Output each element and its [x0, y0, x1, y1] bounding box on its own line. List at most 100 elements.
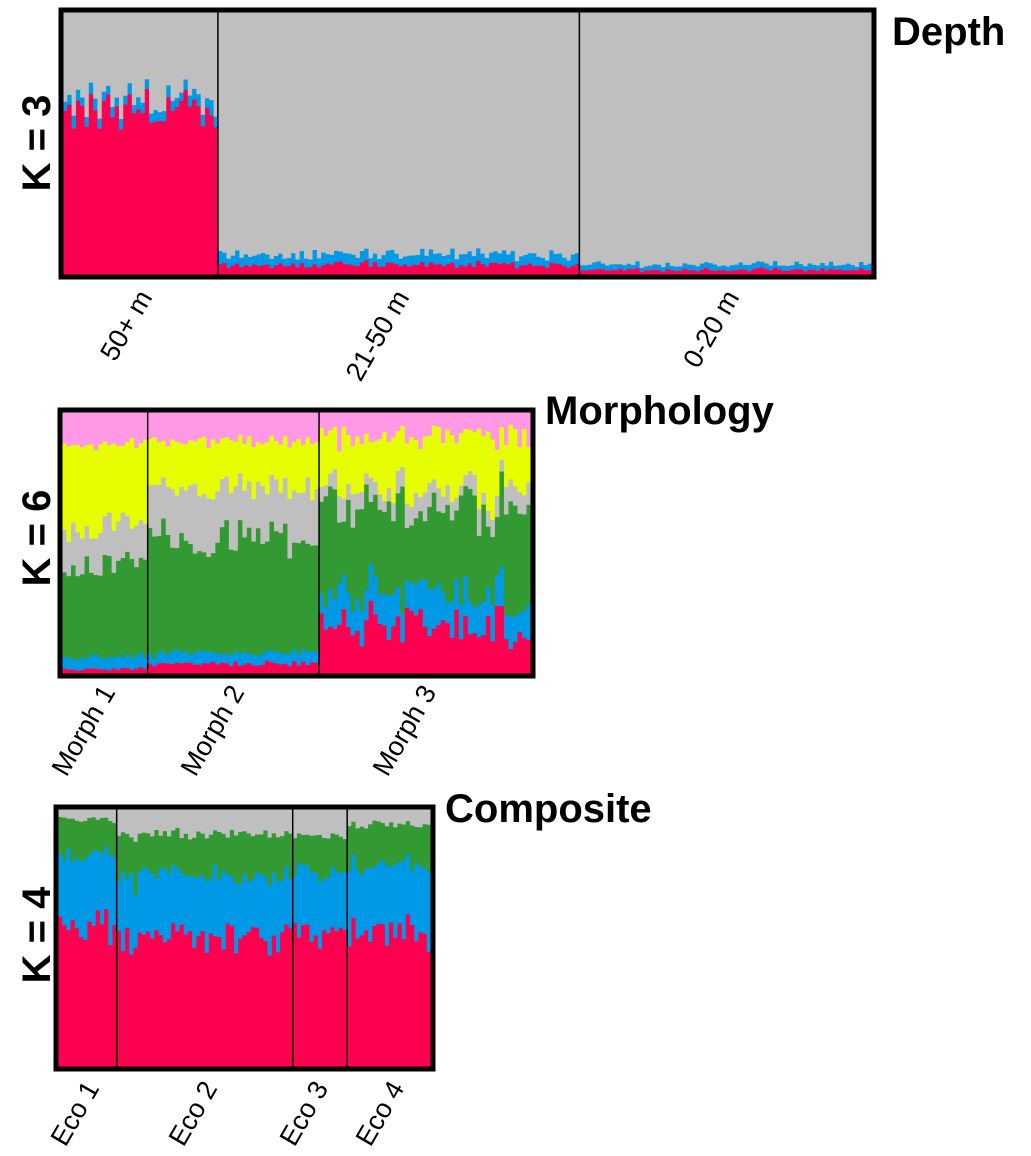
depth-bar-segment-grey [497, 12, 503, 254]
composite-bar-segment-green [384, 825, 390, 866]
composite-bar-segment-grey [296, 809, 302, 834]
depth-bar-segment-red [785, 270, 791, 276]
depth-bar-segment-red [153, 121, 159, 276]
morphology-bar-segment-red [413, 615, 419, 675]
morphology-bar-segment-green [152, 536, 158, 659]
depth-bar-segment-grey [359, 12, 365, 252]
composite-bar-segment-red [99, 923, 105, 1068]
morphology-bar-segment-blue [134, 654, 140, 669]
morphology-bar-segment-yellow [341, 426, 347, 499]
composite-bar-segment-green [200, 833, 206, 876]
depth-bar-segment-blue [265, 254, 271, 265]
morphology-bar-segment-red [472, 632, 478, 675]
morphology-bar-segment-blue [98, 657, 104, 670]
depth-bar-segment-blue [342, 252, 348, 265]
morphology-bar-segment-grey [377, 493, 383, 510]
morphology-bar-segment-grey [183, 490, 189, 541]
composite-bar-segment-green [95, 819, 101, 851]
depth-bar-segment-red [850, 269, 856, 276]
composite-bar-segment-red [280, 931, 285, 1068]
morphology-bar-segment-red [341, 608, 347, 675]
composite-bar-segment-grey [313, 809, 319, 836]
composite-bar-segment-blue [401, 860, 407, 940]
morphology-bar-segment-red [71, 669, 77, 675]
morphology-bar-segment-red [174, 662, 180, 675]
morphology-bar-segment-red [278, 663, 284, 675]
composite-bar-segment-grey [234, 809, 239, 836]
depth-bar-segment-blue [140, 102, 146, 114]
morphology-bar-segment-blue [395, 586, 401, 617]
composite-bar-segment-blue [137, 871, 143, 933]
depth-bar-segment-grey [334, 12, 339, 251]
composite-bar-segment-red [146, 931, 151, 1068]
composite-bar-segment-green [309, 835, 315, 873]
composite-bar-segment-grey [359, 809, 365, 827]
depth-bar-segment-grey [372, 12, 378, 254]
composite-bar-segment-green [141, 832, 147, 867]
composite-bar-segment-green [296, 833, 302, 864]
depth-bar-segment-grey [648, 12, 654, 266]
morphology-bar-segment-pink [494, 412, 501, 450]
morphology-bar-segment-pink [116, 412, 122, 447]
morphology-bar-segment-green [476, 535, 482, 605]
morphology-bar-segment-red [499, 605, 505, 675]
depth-bar-segment-blue [717, 266, 722, 271]
depth-bar-segment-blue [764, 262, 770, 270]
morphology-bar-segment-yellow [472, 431, 478, 475]
depth-bar-segment-blue [415, 254, 421, 265]
morphology-bar-segment-yellow [242, 443, 248, 491]
morphology-bar-segment-pink [282, 412, 289, 437]
depth-bar-segment-blue [493, 250, 499, 263]
composite-bar-segment-red [213, 935, 218, 1068]
depth-bar-segment-grey [570, 12, 576, 255]
morphology-bar-segment-grey [512, 486, 519, 506]
depth-bar-segment-grey [424, 12, 430, 256]
depth-bar-segment-red [794, 268, 800, 276]
composite-bar-segment-blue [133, 894, 139, 948]
morphology-bar-segment-grey [84, 525, 90, 557]
depth-bar-segment-blue [553, 253, 559, 264]
depth-bar-segment-blue [213, 116, 219, 128]
depth-bar-segment-grey [463, 12, 469, 255]
depth-bar-segment-blue [144, 78, 150, 90]
morphology-bar-segment-blue [156, 652, 162, 664]
morphology-bar-segment-yellow [355, 436, 361, 494]
composite-bar-segment-red [263, 940, 269, 1068]
depth-bar-segment-blue [798, 263, 804, 270]
depth-bar-segment-grey [174, 12, 180, 98]
morphology-bar-segment-green [301, 540, 307, 650]
composite-bar-segment-green [225, 837, 231, 875]
morphology-bar-segment-green [332, 489, 338, 600]
morphology-bar-segment-yellow [386, 441, 392, 489]
depth-bar-segment-grey [467, 12, 473, 252]
morphology-bar-segment-green [156, 535, 162, 653]
depth-bar-segment-red [867, 269, 873, 276]
morphology-bar-segment-yellow [301, 444, 307, 493]
morphology-bar-segment-yellow [503, 444, 510, 488]
morphology-bar-segment-blue [129, 657, 135, 670]
composite-bar-segment-grey [397, 809, 403, 824]
depth-bar-segment-red [299, 262, 305, 276]
depth-bar-segment-red [420, 261, 426, 276]
depth-bar-segment-blue [570, 254, 576, 266]
depth-bar-segment-blue [867, 263, 873, 271]
depth-bar-segment-red [170, 110, 176, 276]
depth-bar-segment-blue [699, 263, 705, 270]
morphology-bar-segment-grey [404, 503, 410, 529]
depth-bar-segment-red [445, 263, 451, 276]
depth-bar-segment-grey [652, 12, 658, 265]
depth-bar-segment-red [359, 262, 365, 276]
depth-bar-segment-grey [824, 12, 830, 266]
morphology-bar-segment-pink [445, 412, 451, 430]
morphology-bar-segment-pink [364, 412, 370, 434]
depth-bar-segment-grey [291, 12, 296, 254]
composite-bar-segment-blue [112, 856, 118, 926]
depth-bar-segment-grey [166, 12, 172, 86]
morphology-bar-segment-yellow [287, 446, 293, 499]
depth-bar-segment-blue [286, 257, 292, 266]
composite-bar-segment-grey [125, 809, 130, 834]
depth-bar-segment-blue [106, 85, 111, 95]
depth-bar-segment-grey [828, 12, 834, 262]
composite-bar-segment-grey [225, 809, 231, 838]
morphology-bar-segment-green [291, 542, 298, 650]
